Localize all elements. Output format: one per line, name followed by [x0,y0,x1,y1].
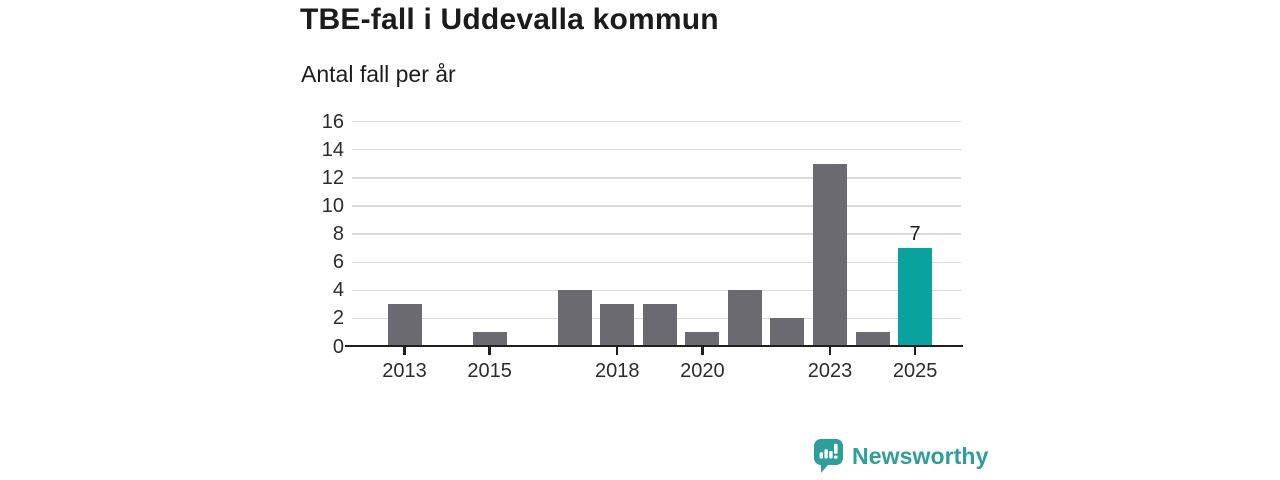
y-axis-tick-label: 4 [332,279,344,302]
x-axis-label-2018: 2018 [595,359,640,382]
x-axis-label-2020: 2020 [680,359,725,382]
newsworthy-logo[interactable]: Newsworthy [814,439,988,473]
gridline [352,261,961,263]
gridline [352,177,961,179]
x-axis-tick [616,347,619,356]
newsworthy-wordmark: Newsworthy [852,442,989,469]
bar-value-label: 7 [909,223,921,246]
y-axis-tick-label: 6 [332,251,344,274]
bar-2013 [387,304,422,347]
y-axis-tick-label: 8 [332,223,344,246]
x-axis-tick [403,347,406,356]
x-axis-tick [828,347,832,356]
y-axis-tick-label: 0 [332,335,344,358]
gridline [352,205,961,207]
x-axis-label-2023: 2023 [807,359,853,382]
bar-2024 [855,332,890,347]
bar-2021 [727,290,762,347]
x-axis-label-2013: 2013 [382,359,427,382]
bar-2020 [685,332,720,347]
y-axis-tick-label: 14 [321,138,344,161]
x-axis-line [345,344,963,348]
gridline [352,121,961,123]
bar-2018 [600,304,635,347]
x-axis-tick [488,347,491,356]
y-axis-tick-label: 10 [321,195,344,217]
gridline [352,149,961,151]
bar-2017 [557,290,592,347]
newsworthy-icon [814,439,843,473]
chart-title: TBE-fall i Uddevalla kommun [300,3,719,36]
x-axis-tick [913,347,917,356]
x-axis-tick [701,347,704,356]
chart-subtitle: Antal fall per år [301,61,456,87]
bar-2019 [642,304,677,347]
bar-2025 [898,248,933,347]
y-axis-tick-label: 16 [321,110,344,133]
x-axis-label-2025: 2025 [892,359,938,382]
bar-2023 [813,163,847,347]
gridline [352,289,961,291]
y-axis-tick-label: 2 [332,307,344,330]
bar-2015 [472,332,507,347]
y-axis-tick-label: 12 [321,166,344,189]
bar-2022 [770,318,805,347]
gridline [352,233,961,235]
x-axis-label-2015: 2015 [467,359,512,382]
